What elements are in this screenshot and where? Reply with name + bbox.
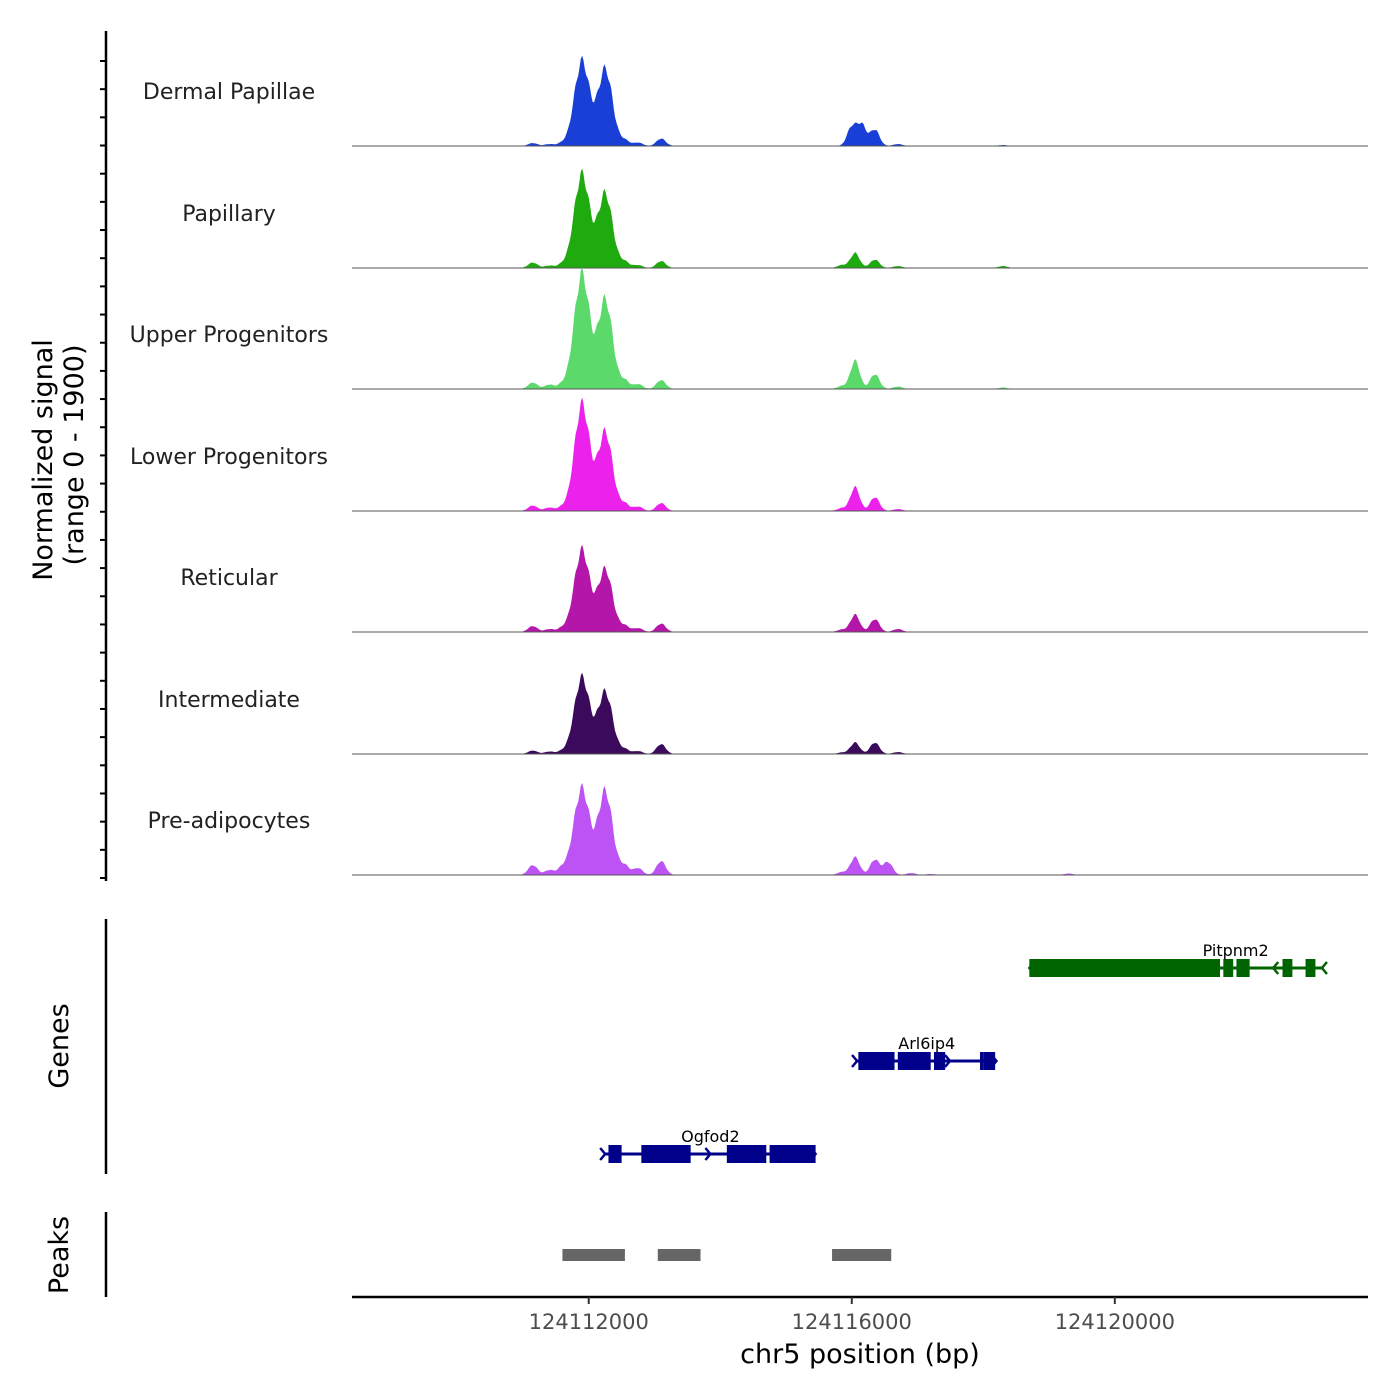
strand-arrow-icon <box>944 1054 952 1068</box>
gene-exon <box>641 1145 691 1163</box>
track-label-papillary: Papillary <box>182 202 276 227</box>
strand-arrow-icon <box>1271 961 1280 975</box>
signal-area <box>352 168 1368 268</box>
y-axis-title-line1: Normalized signal <box>28 339 59 581</box>
track-label-lower-progenitors: Lower Progenitors <box>130 445 328 470</box>
x-axis-ticks: 124112000 124116000 124120000 <box>529 1297 1175 1334</box>
gene-exon <box>983 1052 996 1070</box>
peaks-axis-title: Peaks <box>44 1216 75 1294</box>
track-label-upper-progenitors: Upper Progenitors <box>130 323 329 348</box>
strand-arrow-icon <box>1027 961 1036 975</box>
track-labels: Dermal Papillae Papillary Upper Progenit… <box>130 80 329 834</box>
signal-area <box>352 397 1368 511</box>
gene-exon <box>858 1052 895 1070</box>
gene-exon <box>769 1145 816 1163</box>
x-tick-label: 124120000 <box>1055 1310 1175 1334</box>
gene-exon <box>1029 959 1221 977</box>
gene-exon <box>1305 959 1316 977</box>
peak-regions <box>562 1249 892 1261</box>
signal-area <box>352 55 1368 146</box>
gene-label: Pitpnm2 <box>1203 941 1269 960</box>
gene-label: Ogfod2 <box>681 1127 740 1146</box>
y-axis-title-line2: (range 0 - 1900) <box>59 345 90 566</box>
track-label-pre-adipocytes: Pre-adipocytes <box>148 809 311 834</box>
gene-exon <box>980 1052 984 1070</box>
signal-track-upper-progenitors <box>352 266 1368 390</box>
strand-arrow-icon <box>704 1147 713 1161</box>
gene-exon <box>897 1052 931 1070</box>
strand-arrow-icon <box>1125 961 1133 975</box>
signal-track-papillary <box>352 168 1368 269</box>
signal-track-dermal-papillae <box>352 55 1368 147</box>
gene-exon <box>933 1052 946 1070</box>
strand-arrow-icon <box>990 1054 999 1068</box>
signal-track-intermediate <box>352 672 1368 755</box>
signal-area <box>352 266 1368 389</box>
strand-arrow-icon <box>1076 961 1085 975</box>
gene-arl6ip4: Arl6ip4 <box>851 1034 999 1070</box>
track-label-dermal-papillae: Dermal Papillae <box>143 80 315 105</box>
strand-arrow-icon <box>599 1147 607 1161</box>
gene-exon <box>1236 959 1250 977</box>
gene-exon <box>608 1145 622 1163</box>
x-tick-label: 124116000 <box>792 1310 912 1334</box>
signal-area <box>352 672 1368 754</box>
strand-arrow-icon <box>1222 961 1231 975</box>
strand-arrow-icon <box>897 1054 906 1068</box>
strand-arrow-icon <box>757 1147 765 1161</box>
peak-region <box>657 1249 701 1261</box>
track-label-reticular: Reticular <box>180 566 278 591</box>
signal-y-axis-title: Normalized signal (range 0 - 1900) <box>28 339 90 581</box>
strand-arrow-icon <box>1320 961 1328 975</box>
signal-y-ticks <box>100 60 106 879</box>
signal-track-lower-progenitors <box>352 397 1368 512</box>
signal-area <box>352 544 1368 632</box>
gene-exon <box>1223 959 1234 977</box>
gene-annotations: Pitpnm2 Arl6ip4 Ogfod2 <box>599 941 1328 1163</box>
x-tick-label: 124112000 <box>529 1310 649 1334</box>
gene-label: Arl6ip4 <box>898 1034 955 1053</box>
track-label-intermediate: Intermediate <box>158 688 300 713</box>
signal-tracks <box>352 55 1368 876</box>
gene-pitpnm2: Pitpnm2 <box>1027 941 1328 977</box>
gene-ogfod2: Ogfod2 <box>599 1127 818 1163</box>
peak-region <box>562 1249 625 1261</box>
signal-area <box>352 782 1368 875</box>
gene-exon <box>1282 959 1293 977</box>
signal-track-reticular <box>352 544 1368 633</box>
peak-region <box>832 1249 892 1261</box>
strand-arrow-icon <box>809 1147 818 1161</box>
strand-arrow-icon <box>1174 961 1182 975</box>
genes-axis-title: Genes <box>44 1003 75 1088</box>
strand-arrow-icon <box>851 1054 859 1068</box>
strand-arrow-icon <box>651 1147 660 1161</box>
x-axis-title: chr5 position (bp) <box>740 1339 980 1370</box>
signal-track-pre-adipocytes <box>352 782 1368 876</box>
gene-exon <box>726 1145 767 1163</box>
